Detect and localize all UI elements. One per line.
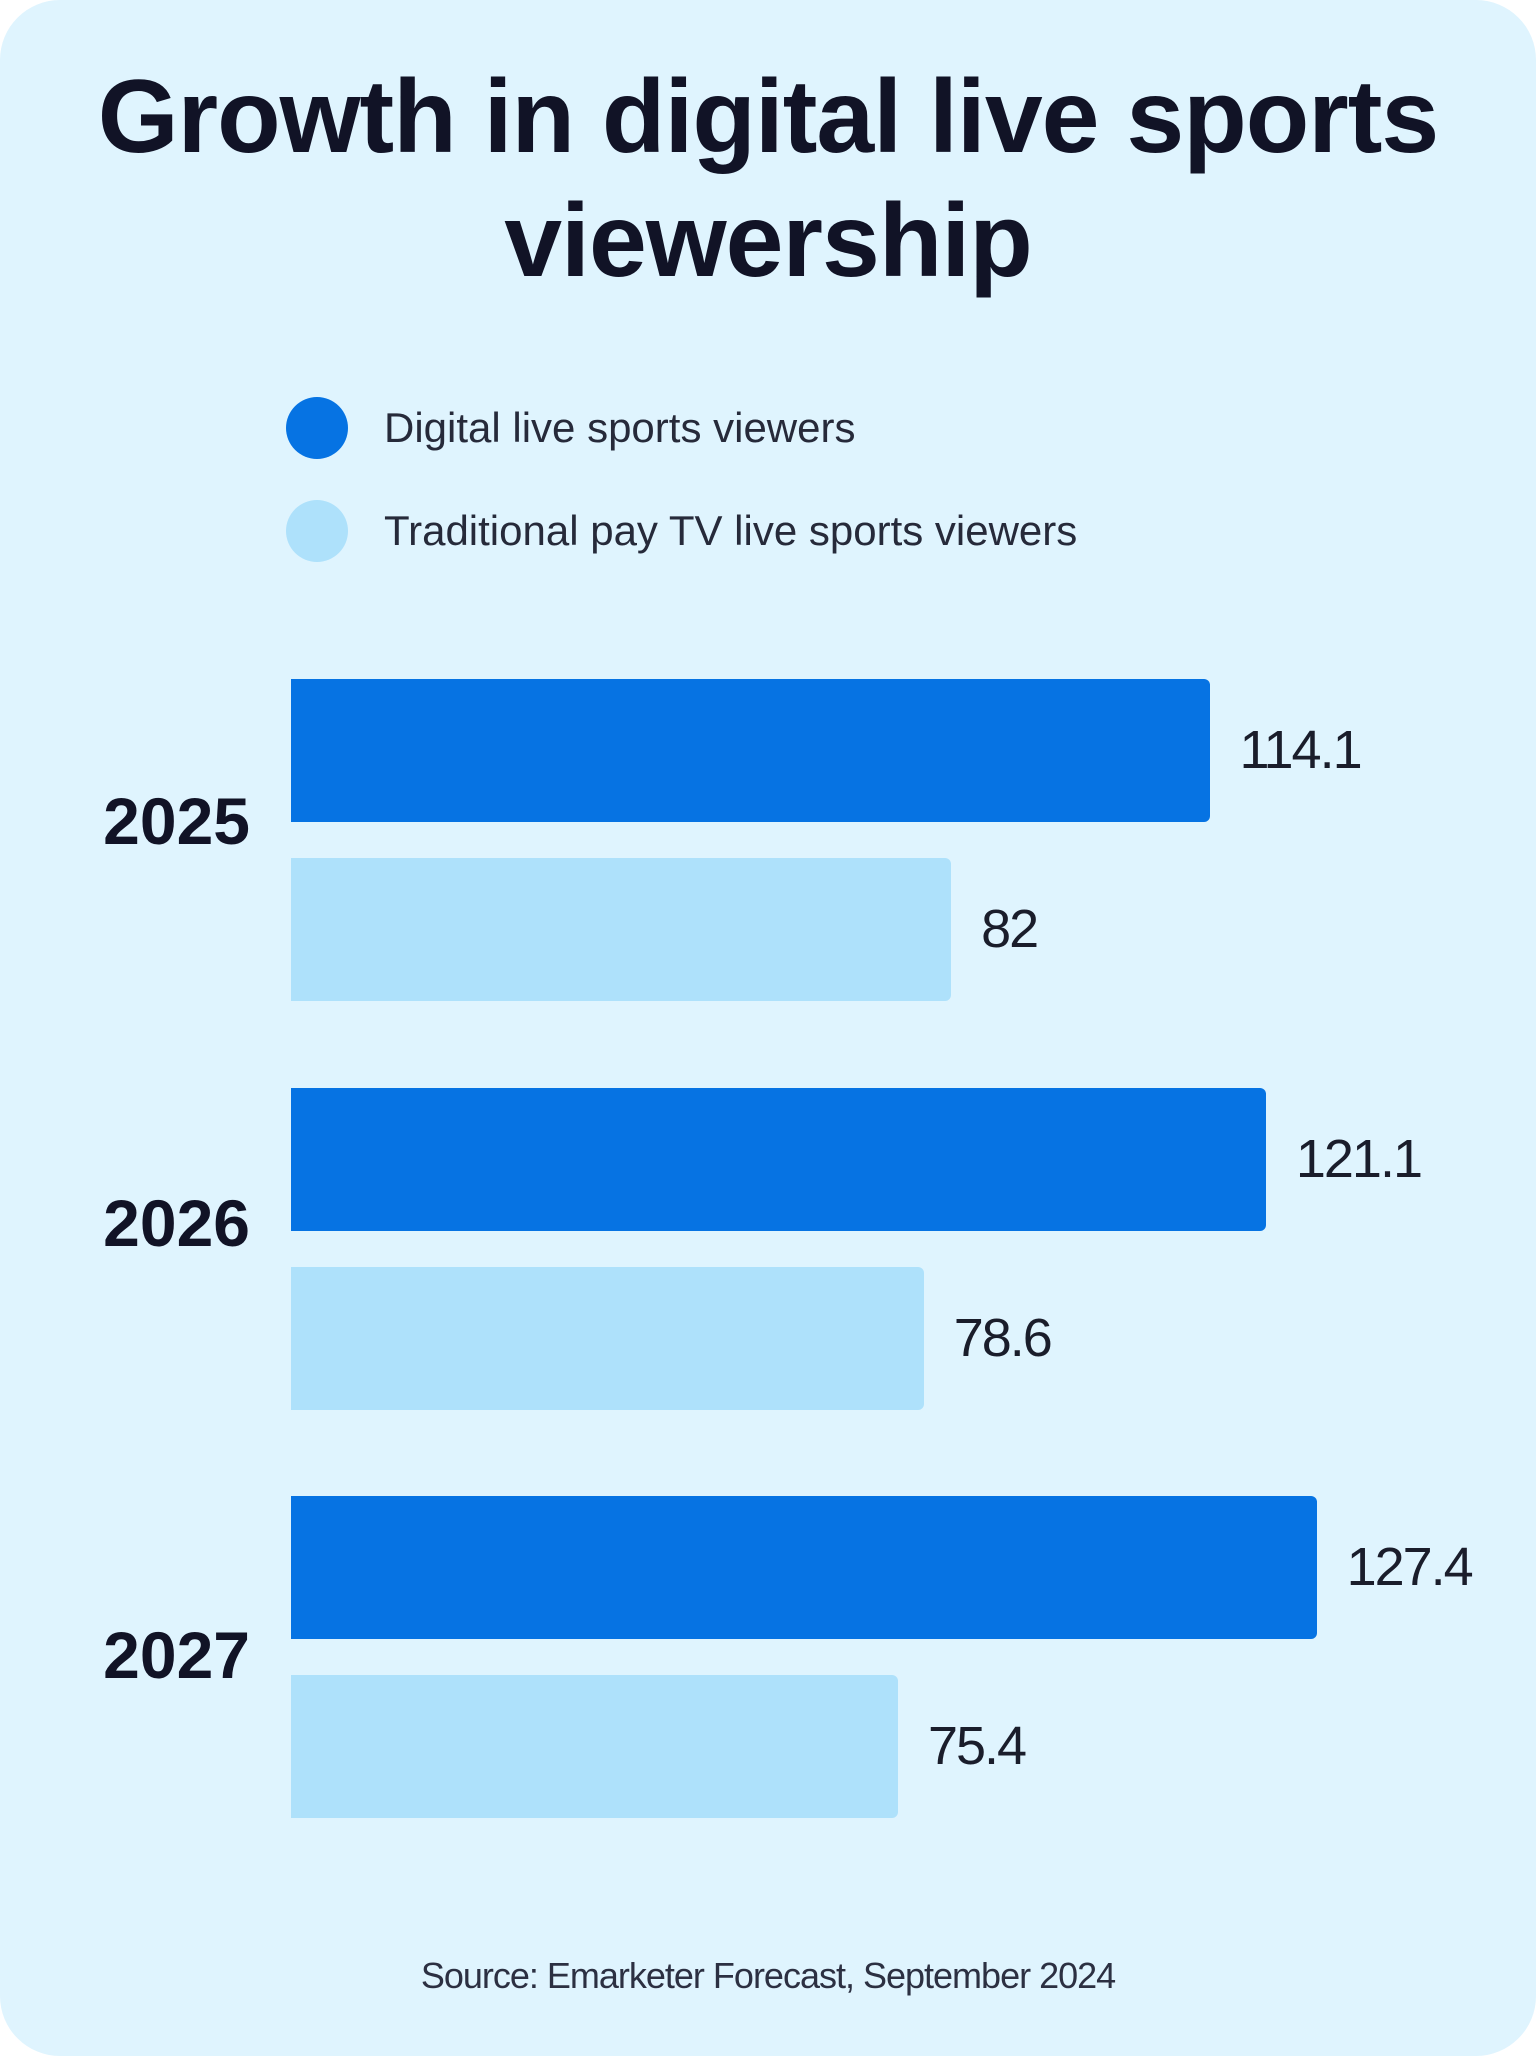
- legend-label-traditional: Traditional pay TV live sports viewers: [384, 507, 1078, 554]
- legend-swatch-traditional: [286, 500, 348, 562]
- data-label-digital-2027: 127.4: [1346, 1536, 1474, 1597]
- bar-digital-2027: [291, 1496, 1317, 1639]
- bar-traditional-2027: [291, 1675, 898, 1818]
- legend-item-digital: Digital live sports viewers: [286, 397, 856, 459]
- data-label-traditional-2025: 82: [981, 898, 1039, 959]
- source-note: Source: Emarketer Forecast, September 20…: [420, 1955, 1116, 1996]
- legend-swatch-digital: [286, 397, 348, 459]
- data-label-traditional-2027: 75.4: [927, 1715, 1027, 1776]
- bar-digital-2026: [291, 1088, 1266, 1231]
- data-label-traditional-2026: 78.6: [953, 1307, 1053, 1368]
- data-label-digital-2025: 114.1: [1239, 719, 1363, 780]
- legend-label-digital: Digital live sports viewers: [384, 404, 856, 451]
- data-label-digital-2026: 121.1: [1295, 1128, 1423, 1189]
- bar-traditional-2026: [291, 1267, 924, 1410]
- category-label-2025: 2025: [103, 784, 250, 858]
- bar-traditional-2025: [291, 858, 952, 1001]
- legend-item-traditional: Traditional pay TV live sports viewers: [286, 500, 1078, 562]
- category-label-2027: 2027: [103, 1618, 250, 1692]
- category-label-2026: 2026: [103, 1186, 250, 1260]
- bar-digital-2025: [291, 679, 1210, 822]
- chart-title: Growth in digital live sports viewership: [97, 59, 1439, 299]
